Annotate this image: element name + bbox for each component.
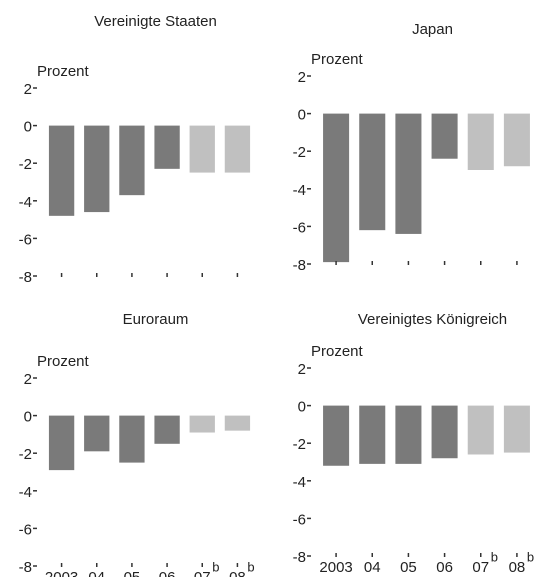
- y-tick-label: -4: [19, 194, 32, 211]
- bar: [119, 125, 145, 196]
- bar: [323, 405, 350, 466]
- y-tick-label: -8: [293, 257, 306, 274]
- footnote-marker: b: [212, 559, 219, 574]
- y-tick-label: -2: [19, 446, 32, 463]
- x-tick-label: 08: [229, 569, 246, 577]
- y-tick-label: -2: [293, 436, 306, 453]
- y-tick-label: -6: [19, 521, 32, 538]
- y-tick-label: 0: [24, 409, 32, 426]
- chart-title: Vereinigte Staaten: [94, 13, 217, 30]
- bar: [395, 113, 422, 234]
- y-tick-label: -8: [19, 559, 32, 576]
- y-tick-label: -8: [19, 269, 32, 286]
- y-tick-label: -4: [19, 484, 32, 501]
- y-tick-label: 2: [24, 81, 32, 98]
- bar: [431, 113, 458, 159]
- x-tick-label: 05: [124, 569, 141, 577]
- bar: [224, 415, 251, 431]
- y-tick-label: -4: [293, 474, 306, 491]
- y-tick-label: -6: [19, 231, 32, 248]
- chart-title: Euroraum: [123, 311, 189, 328]
- bar: [431, 405, 458, 459]
- y-axis-label: Prozent: [37, 63, 90, 80]
- chart-title: Vereinigtes Königreich: [358, 311, 507, 328]
- x-tick-label: 08: [509, 559, 526, 576]
- x-tick-label: 2003: [319, 559, 352, 576]
- bar: [189, 125, 215, 173]
- bar: [84, 125, 110, 213]
- y-tick-label: 2: [24, 371, 32, 388]
- footnote-marker: b: [247, 559, 254, 574]
- bar: [154, 415, 180, 444]
- bar: [503, 113, 530, 167]
- x-tick-label: 07: [472, 559, 489, 576]
- bar: [48, 125, 75, 216]
- x-tick-label: 04: [364, 559, 381, 576]
- y-tick-label: -4: [293, 182, 306, 199]
- y-tick-label: -6: [293, 511, 306, 528]
- footnote-marker: b: [491, 549, 498, 564]
- bar: [503, 405, 530, 453]
- x-tick-label: 07: [194, 569, 211, 577]
- y-axis-label: Prozent: [311, 51, 364, 68]
- y-axis-label: Prozent: [311, 343, 364, 360]
- bar: [359, 405, 386, 464]
- bar: [189, 415, 215, 433]
- y-tick-label: 0: [24, 119, 32, 136]
- bar: [467, 405, 494, 455]
- y-axis-label: Prozent: [37, 353, 90, 370]
- bar: [323, 113, 350, 263]
- x-tick-label: 06: [159, 569, 176, 577]
- bar: [154, 125, 180, 169]
- x-tick-label: 2003: [45, 569, 78, 577]
- bar: [48, 415, 75, 471]
- y-tick-label: 0: [298, 399, 306, 416]
- y-tick-label: -2: [293, 144, 306, 161]
- bar: [224, 125, 251, 173]
- x-tick-label: 06: [436, 559, 453, 576]
- y-tick-label: 2: [298, 361, 306, 378]
- x-tick-label: 04: [88, 569, 105, 577]
- y-tick-label: 0: [298, 107, 306, 124]
- y-tick-label: -2: [19, 156, 32, 173]
- bar: [395, 405, 422, 464]
- y-tick-label: 2: [298, 69, 306, 86]
- bar: [467, 113, 494, 170]
- footnote-marker: b: [527, 549, 534, 564]
- bar: [84, 415, 110, 452]
- y-tick-label: -8: [293, 549, 306, 566]
- bar: [119, 415, 145, 463]
- chart-title: Japan: [412, 21, 453, 38]
- bar: [359, 113, 386, 231]
- y-tick-label: -6: [293, 219, 306, 236]
- x-tick-label: 05: [400, 559, 417, 576]
